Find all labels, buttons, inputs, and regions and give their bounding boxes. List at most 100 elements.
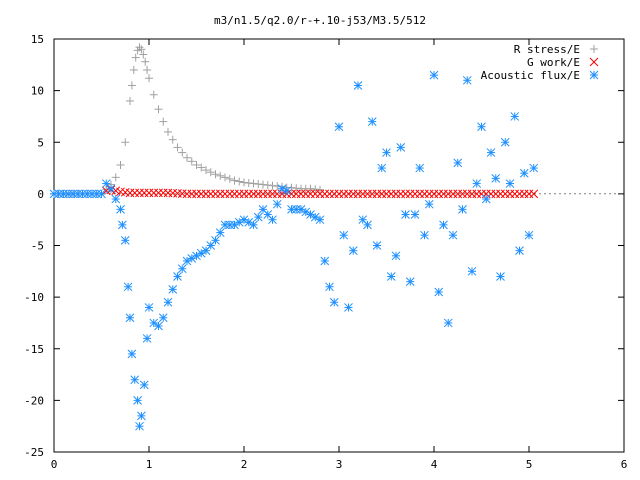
data-point [486,148,496,157]
data-point [315,215,325,225]
y-tick-label: 0 [37,188,44,201]
data-point [144,303,154,312]
y-tick-label: -10 [24,291,44,304]
data-point [139,188,149,198]
data-point [344,303,353,312]
data-point [401,210,410,219]
data-point [240,178,248,187]
legend-label: Acoustic flux/E [481,69,580,82]
data-point [325,189,334,199]
data-point [367,117,377,126]
data-point [154,105,163,114]
data-point [372,241,382,250]
data-point [215,189,225,199]
data-point [173,143,182,152]
y-tick-label: -5 [31,240,44,253]
y-tick-label: -15 [24,343,44,356]
data-point [164,127,172,136]
data-point [415,163,425,173]
data-point [118,220,127,230]
data-point [453,158,463,168]
data-point [467,266,477,276]
data-point [282,186,292,196]
data-point [141,57,150,66]
data-point [429,189,439,199]
data-point [135,43,144,52]
data-point [420,230,429,240]
data-point [220,189,230,199]
data-point [510,112,520,121]
data-point [168,285,178,294]
data-point [127,349,137,359]
x-tick-label: 3 [336,458,343,471]
data-point [391,251,401,261]
data-point [268,215,277,225]
data-point [500,189,510,199]
data-point [116,205,125,214]
data-point [268,181,277,190]
data-point [123,282,133,292]
data-point [524,230,534,240]
data-point [510,189,520,199]
data-point [168,135,177,144]
data-point [221,173,229,182]
y-tick-label: 5 [37,136,44,149]
data-point [158,188,168,198]
data-point [382,148,391,157]
data-point [106,184,116,194]
data-point [292,184,301,193]
data-point [201,189,211,199]
data-point [481,194,491,204]
data-point [154,188,163,198]
data-point [396,143,406,152]
data-point [272,199,282,209]
data-point [142,334,152,343]
data-point [529,163,539,173]
data-point [505,189,515,199]
data-point [316,185,324,194]
data-point [149,90,158,99]
data-point [410,210,420,219]
data-point [125,188,135,198]
plot-frame [53,38,625,453]
data-point [244,179,253,188]
x-tick-label: 1 [146,458,153,471]
data-point [259,180,267,189]
data-point [249,220,258,230]
data-point [329,297,339,307]
data-point [519,168,529,178]
data-point [234,189,244,199]
data-point [163,297,173,307]
data-point [524,189,534,199]
data-point [197,163,206,172]
data-point [235,177,244,186]
data-point [145,74,153,83]
data-point [121,138,130,147]
y-tick-label: 15 [31,33,44,46]
data-point [496,189,505,199]
x-tick-label: 2 [241,458,248,471]
series-0 [50,43,324,198]
data-point [130,188,140,198]
data-point [258,205,268,214]
data-point [230,176,239,185]
data-point [401,189,410,199]
legend-label: G work/E [527,56,580,69]
data-point [116,160,125,169]
data-point [111,194,121,204]
data-point [183,153,191,162]
data-point [529,189,539,199]
data-point [216,171,225,180]
data-point [139,380,149,390]
data-point [334,122,344,132]
data-point [139,50,148,59]
data-point [325,282,334,292]
data-point [458,205,467,214]
data-point [443,318,453,328]
data-point [225,174,234,183]
data-point [137,411,146,421]
legend-label: R stress/E [514,43,580,56]
data-point [377,163,387,173]
data-point [173,272,182,281]
